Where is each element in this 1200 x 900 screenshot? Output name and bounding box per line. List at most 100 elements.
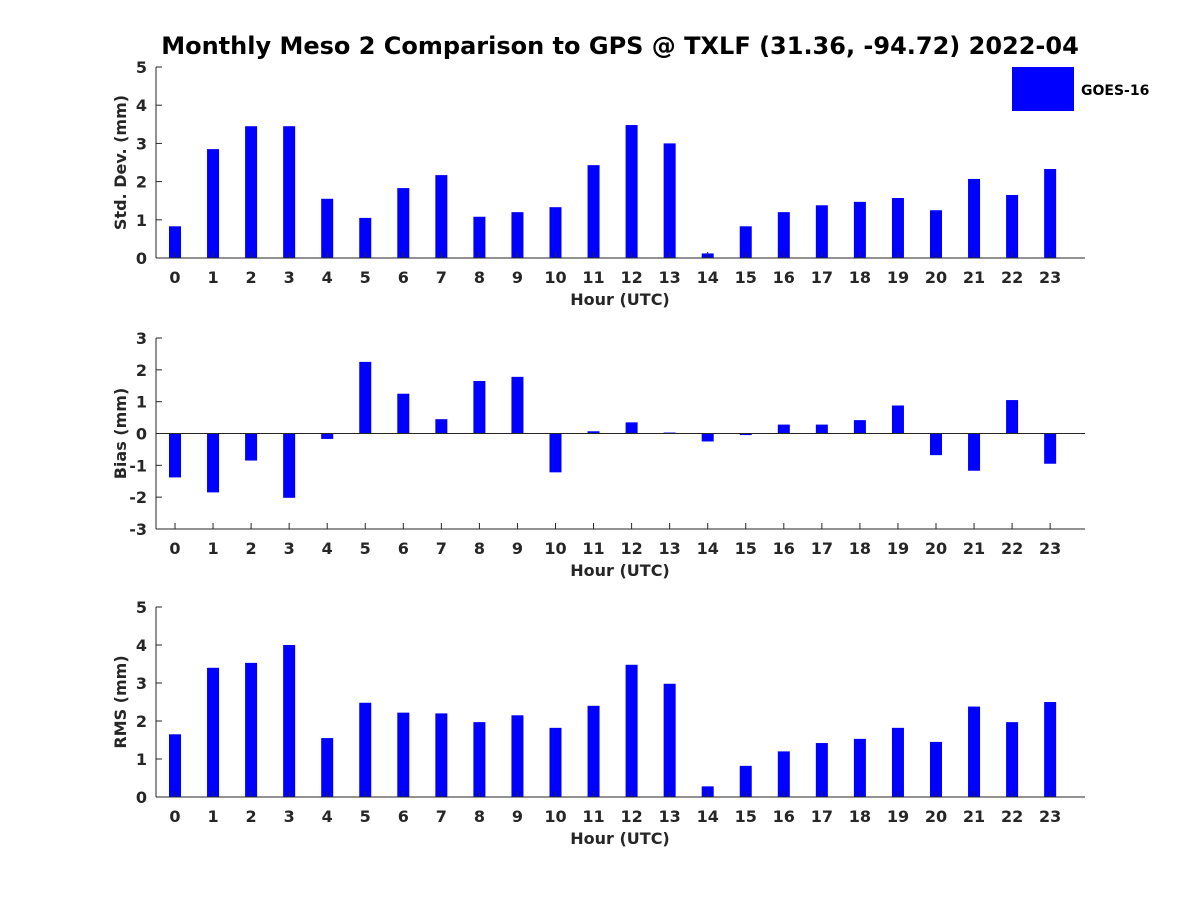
bias-bar-hour-19 [891, 405, 904, 434]
rms-bar-hour-20 [930, 741, 942, 797]
std-x-tick-label: 9 [512, 268, 523, 287]
std-x-tick-label: 7 [436, 268, 447, 287]
rms-bar-hour-17 [815, 743, 828, 797]
bias-x-tick-label: 10 [544, 539, 566, 558]
bias-x-tick-label: 9 [512, 539, 523, 558]
std-bar-hour-19 [891, 198, 904, 258]
bias-x-tick-label: 22 [1001, 539, 1023, 558]
std-bar-hour-11 [587, 165, 600, 258]
rms-bar-hour-5 [359, 702, 372, 797]
std-x-tick-label: 5 [360, 268, 371, 287]
std-x-tick-label: 22 [1001, 268, 1023, 287]
bias-x-tick-label: 5 [360, 539, 371, 558]
bias-y-tick-label: 2 [136, 361, 147, 380]
std-bar-hour-8 [473, 216, 486, 258]
rms-bar-hour-21 [968, 706, 981, 797]
bias-bar-hour-16 [777, 424, 790, 434]
bias-bar-hour-2 [245, 433, 258, 461]
bias-bar-hour-23 [1044, 433, 1057, 464]
rms-bar-hour-15 [739, 765, 752, 797]
std-bar-hour-13 [663, 143, 676, 258]
rms-x-tick-label: 22 [1001, 807, 1023, 826]
bias-y-tick-label: 0 [136, 425, 147, 444]
legend-swatch [1012, 67, 1074, 111]
std-x-tick-label: 17 [811, 268, 833, 287]
rms-bar-hour-10 [549, 727, 562, 797]
std-bar-hour-5 [359, 217, 372, 258]
bias-bar-hour-22 [1006, 400, 1019, 434]
rms-y-tick-label: 2 [136, 712, 147, 731]
rms-x-tick-label: 19 [887, 807, 909, 826]
rms-x-tick-label: 5 [360, 807, 371, 826]
std-x-tick-label: 21 [963, 268, 985, 287]
rms-bar-hour-3 [283, 645, 296, 797]
bias-x-axis-label: Hour (UTC) [570, 561, 670, 580]
std-x-tick-label: 8 [474, 268, 485, 287]
std-bar-hour-20 [930, 210, 942, 258]
bias-bar-hour-11 [587, 431, 600, 434]
bias-y-tick-label: 3 [136, 329, 147, 348]
bias-bar-hour-20 [930, 433, 942, 456]
rms-bar-hour-13 [663, 683, 676, 797]
std-bar-hour-6 [397, 188, 410, 258]
rms-x-tick-label: 3 [284, 807, 295, 826]
std-bar-hour-16 [777, 212, 790, 258]
rms-x-tick-label: 14 [697, 807, 719, 826]
rms-bar-hour-2 [245, 662, 258, 797]
rms-bar-hour-18 [853, 738, 866, 797]
bias-x-tick-label: 7 [436, 539, 447, 558]
std-x-tick-label: 18 [849, 268, 871, 287]
bias-x-tick-label: 1 [207, 539, 218, 558]
std-y-tick-label: 2 [136, 173, 147, 192]
std-y-tick-label: 4 [136, 96, 147, 115]
rms-y-tick-label: 0 [136, 788, 147, 807]
std-x-tick-label: 6 [398, 268, 409, 287]
std-x-tick-label: 0 [169, 268, 180, 287]
std-x-tick-label: 11 [582, 268, 604, 287]
bias-bar-hour-5 [359, 361, 372, 434]
rms-bar-hour-8 [473, 722, 486, 797]
rms-bar-hour-6 [397, 712, 410, 797]
rms-y-tick-label: 5 [136, 598, 147, 617]
bias-bar-hour-10 [549, 433, 562, 473]
rms-x-tick-label: 13 [659, 807, 681, 826]
bias-x-tick-label: 14 [697, 539, 719, 558]
bias-bar-hour-12 [625, 422, 638, 434]
rms-x-tick-label: 4 [322, 807, 333, 826]
bias-x-tick-label: 21 [963, 539, 985, 558]
rms-x-tick-label: 11 [582, 807, 604, 826]
std-bar-hour-21 [968, 178, 981, 258]
bias-bar-hour-17 [815, 424, 828, 434]
std-x-tick-label: 14 [697, 268, 719, 287]
bias-bar-hour-3 [283, 433, 296, 498]
rms-x-tick-label: 7 [436, 807, 447, 826]
std-x-tick-label: 2 [246, 268, 257, 287]
bias-x-tick-label: 20 [925, 539, 947, 558]
rms-x-tick-label: 2 [246, 807, 257, 826]
rms-bar-hour-22 [1006, 722, 1019, 797]
rms-x-tick-label: 10 [544, 807, 566, 826]
std-x-tick-label: 20 [925, 268, 947, 287]
std-x-tick-label: 12 [620, 268, 642, 287]
bias-bar-hour-1 [207, 433, 220, 493]
rms-y-tick-label: 4 [136, 636, 147, 655]
bias-x-tick-label: 15 [735, 539, 757, 558]
rms-bar-hour-4 [321, 738, 334, 797]
std-bar-hour-9 [511, 212, 524, 258]
bias-y-tick-label: 1 [136, 393, 147, 412]
rms-y-tick-label: 3 [136, 674, 147, 693]
std-x-axis-label: Hour (UTC) [570, 290, 670, 309]
bias-x-tick-label: 18 [849, 539, 871, 558]
std-bar-hour-12 [625, 125, 638, 258]
rms-x-tick-label: 18 [849, 807, 871, 826]
std-bar-hour-17 [815, 205, 828, 258]
bias-bar-hour-21 [968, 433, 981, 471]
std-x-tick-label: 15 [735, 268, 757, 287]
rms-bar-hour-19 [891, 727, 904, 797]
rms-x-tick-label: 20 [925, 807, 947, 826]
bias-x-tick-label: 12 [620, 539, 642, 558]
rms-y-axis-label: RMS (mm) [111, 655, 130, 748]
